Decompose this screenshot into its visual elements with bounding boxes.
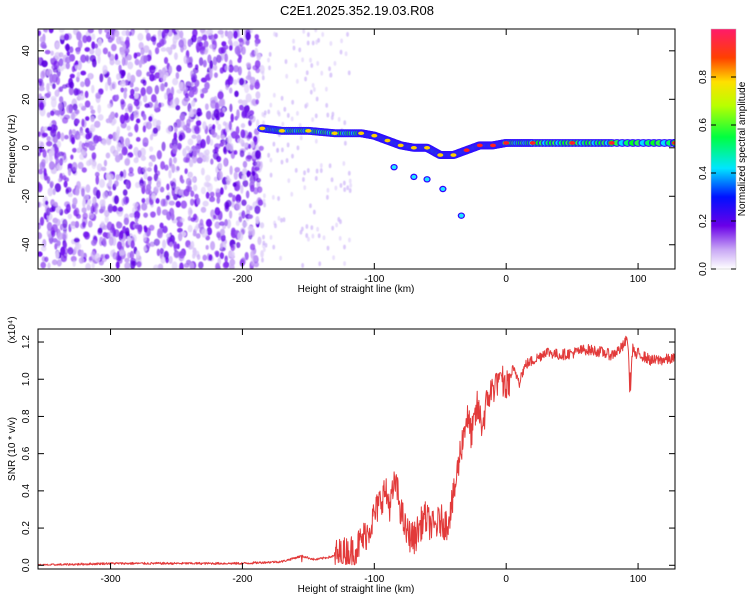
- spectrogram-ytick-label: 40: [21, 45, 32, 57]
- spectrogram-xtick-label: -100: [364, 274, 384, 285]
- snr-series-line: [38, 335, 675, 566]
- snr-xtick-label: -100: [364, 574, 384, 585]
- signal-track-point: [490, 143, 496, 148]
- signal-track-point: [608, 141, 615, 145]
- snr-ytick-label: 0.6: [21, 446, 32, 460]
- spectrogram-ytick-label: -20: [21, 189, 32, 204]
- colorbar: 0.0 0.2 0.4 0.6 0.8 Normalized spectral ampl…: [698, 28, 748, 276]
- snr-ylabel: SNR (10 * v/v): [7, 417, 18, 481]
- colorbar-tick-label: 0.0: [698, 262, 709, 276]
- snr-background: [38, 329, 675, 569]
- spectrogram-xtick-label: -200: [232, 274, 252, 285]
- signal-track-point: [463, 148, 470, 153]
- snr-ytick-label: 0.2: [21, 521, 32, 535]
- signal-track-point: [450, 153, 457, 157]
- spectrogram-xtick-label: 0: [503, 274, 509, 285]
- spectrogram-frame: [37, 28, 676, 270]
- snr-xlabel: Height of straight line (km): [298, 584, 415, 595]
- snr-ytick-label: 0.4: [21, 483, 32, 497]
- colorbar-label: Normalized spectral amplitude: [737, 81, 748, 216]
- colorbar-tick-label: 0.6: [698, 118, 709, 132]
- signal-track-point: [305, 129, 312, 133]
- spectrogram-xtick-label: 100: [630, 274, 647, 285]
- colorbar-tick-label: 0.2: [698, 214, 709, 228]
- signal-track-point: [259, 126, 266, 131]
- snr-frame: [37, 328, 676, 570]
- spectrogram-ytick-label: -40: [21, 237, 32, 252]
- signal-track-point: [410, 145, 417, 150]
- snr-xtick-label: -200: [232, 574, 252, 585]
- snr-ytick-label: 1.0: [21, 372, 32, 386]
- spectrogram-xtick-label: -300: [101, 274, 121, 285]
- colorbar-gradient: [711, 29, 736, 269]
- snr-xtick-label: -300: [101, 574, 121, 585]
- signal-track-point: [503, 141, 510, 145]
- signal-track-point: [278, 129, 285, 133]
- colorbar-tick-label: 0.4: [698, 166, 709, 180]
- colorbar-ticks: 0.0 0.2 0.4 0.6 0.8: [698, 70, 736, 276]
- snr-ticks: -300 -200 -100 0 100 0.0 0.2 0.4 0.6 0.8 1.0 1.2: [21, 329, 675, 585]
- signal-track-point: [424, 145, 431, 150]
- snr-ytick-label: 0.0: [21, 558, 32, 572]
- snr-ytick-label: 0.8: [21, 409, 32, 423]
- colorbar-tick-label: 0.8: [698, 70, 709, 84]
- spectrogram-background: [38, 29, 675, 269]
- snr-xtick-label: 0: [503, 574, 509, 585]
- spectrogram-ytick-label: 20: [21, 93, 32, 105]
- snr-xtick-label: 100: [630, 574, 647, 585]
- figure-title: C2E1.2025.352.19.03.R08: [280, 3, 434, 18]
- snr-panel: -300 -200 -100 0 100 0.0 0.2 0.4 0.6 0.8 1.0 1.2 He…: [7, 316, 676, 595]
- snr-ytick-label: 1.2: [21, 335, 32, 349]
- signal-track-point: [437, 153, 444, 157]
- colorbar-frame: [710, 28, 737, 270]
- snr-y-multiplier: (x10⁴): [7, 316, 18, 343]
- spectrogram-ylabel: Frequency (Hz): [7, 115, 18, 184]
- signal-track-point: [384, 138, 391, 143]
- signal-track-point: [331, 131, 338, 136]
- signal-track-point: [672, 141, 675, 145]
- signal-track-point: [397, 143, 404, 148]
- signal-track-point: [476, 143, 483, 148]
- spectrogram-ytick-label: 0: [21, 145, 32, 151]
- signal-track-point: [529, 141, 536, 145]
- signal-track-point: [371, 133, 378, 138]
- spectrogram-xlabel: Height of straight line (km): [298, 284, 415, 295]
- signal-track-point: [358, 131, 365, 136]
- signal-track-point: [569, 141, 576, 145]
- signal-track: [257, 124, 675, 219]
- noise-texture: [38, 29, 353, 269]
